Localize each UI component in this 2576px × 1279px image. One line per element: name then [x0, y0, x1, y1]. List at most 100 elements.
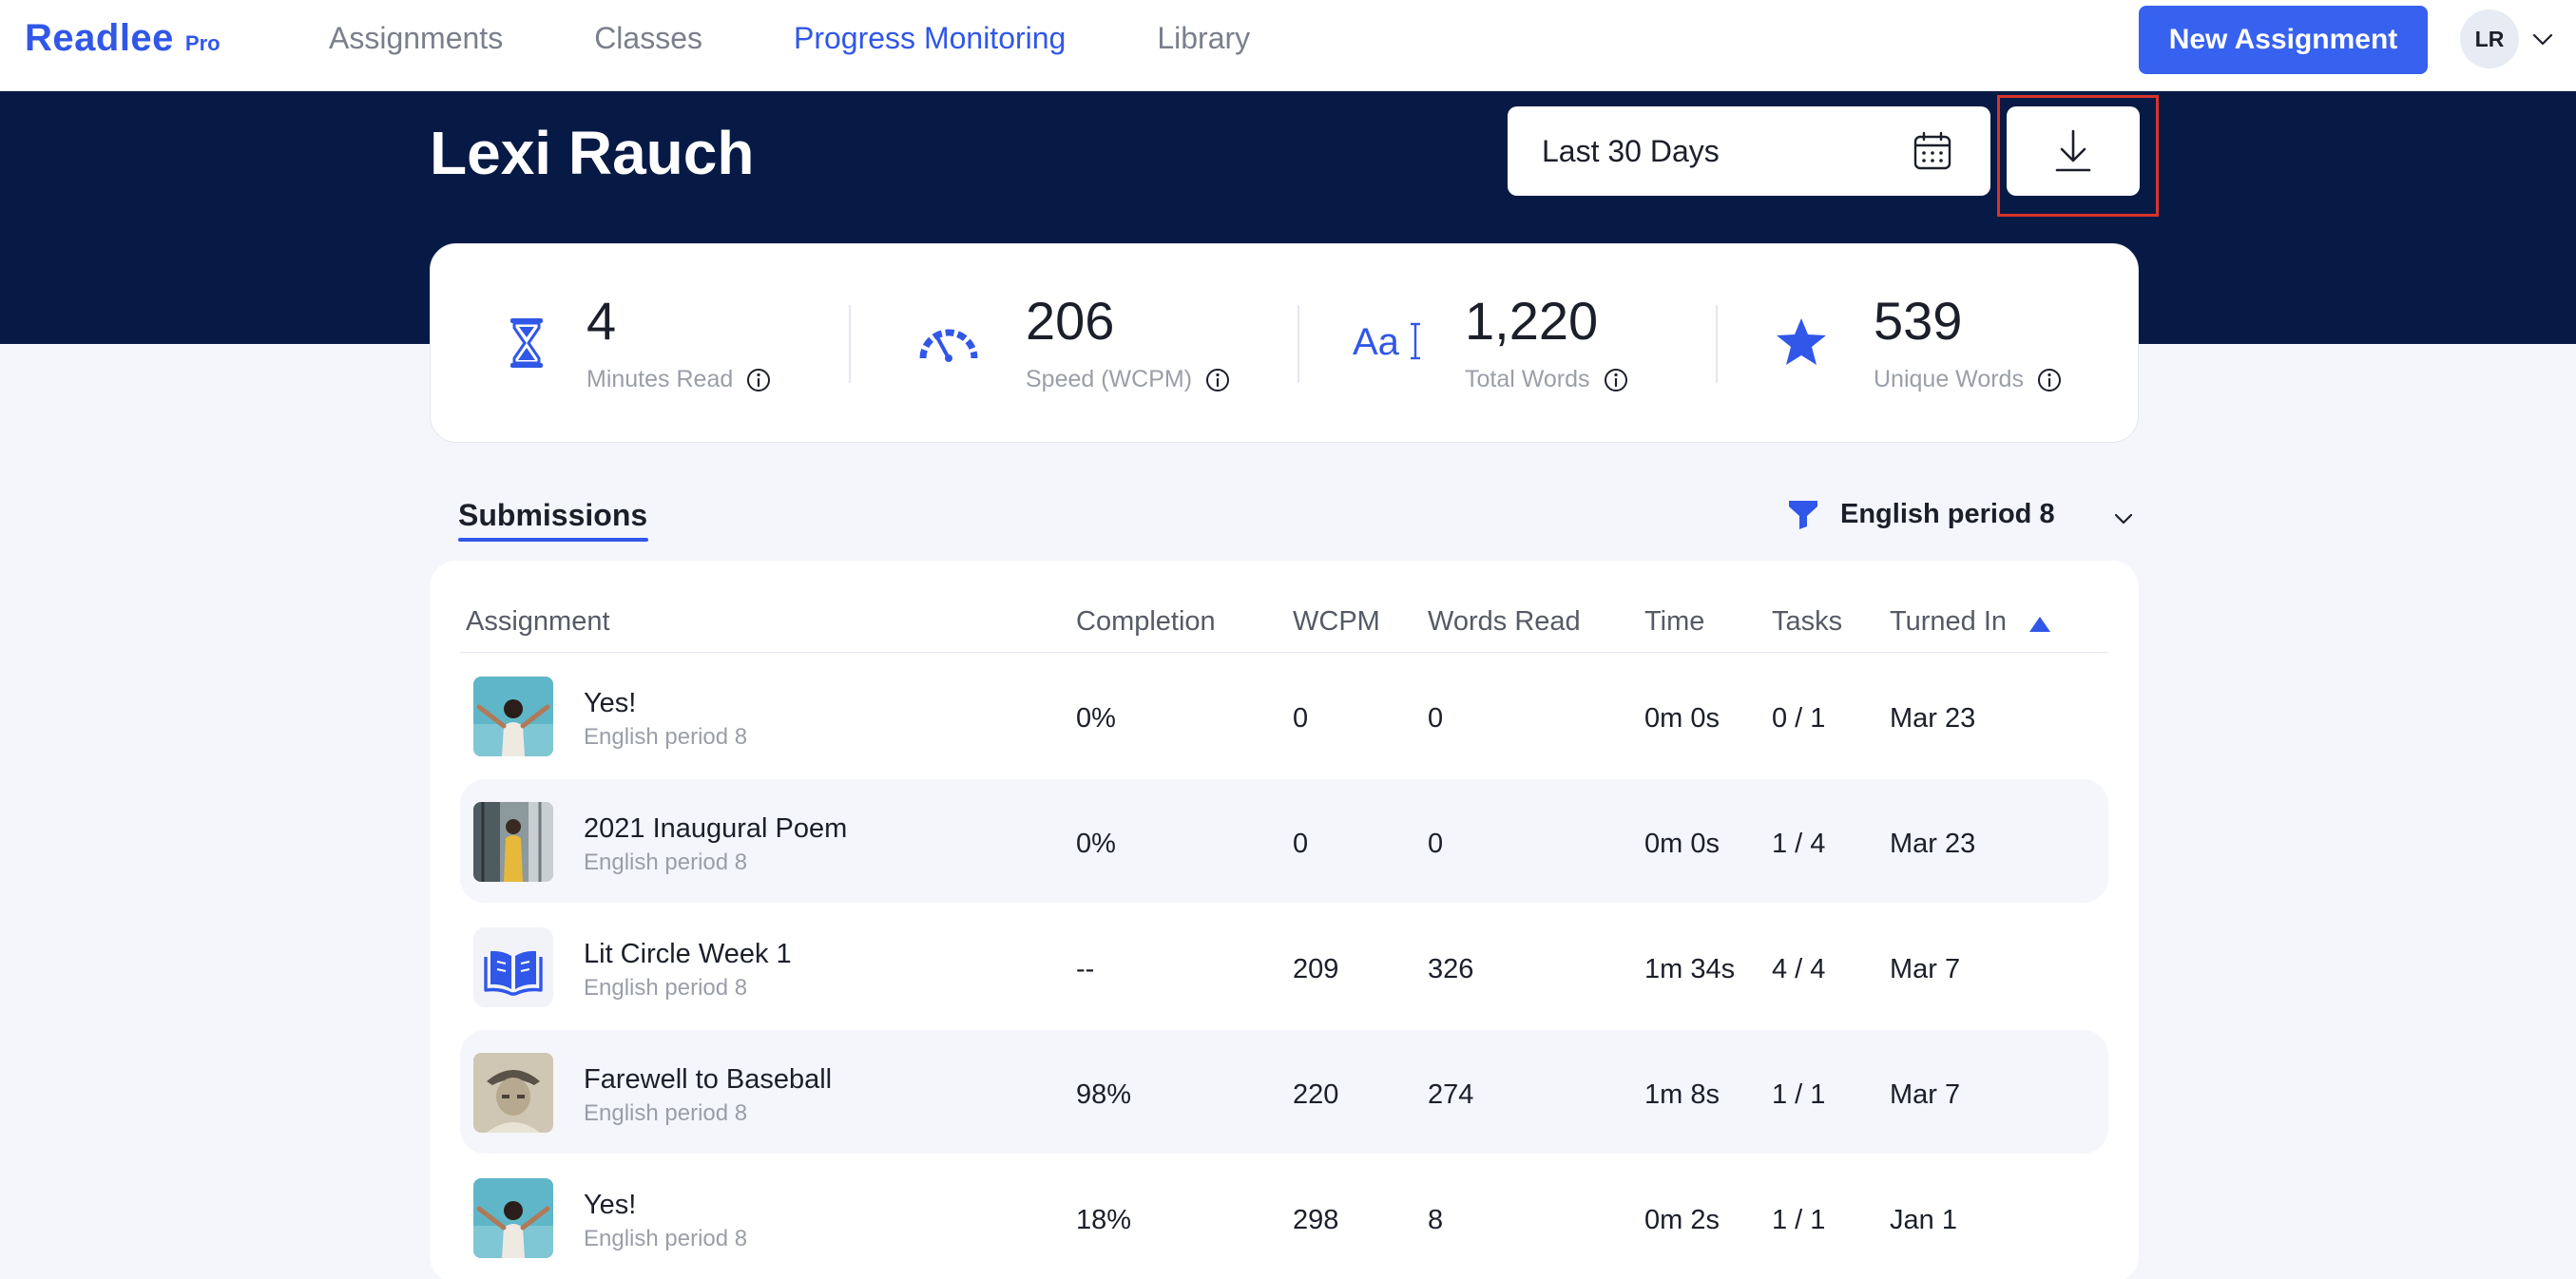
tasks-cell: 0 / 1 — [1772, 703, 1826, 734]
main-nav: Assignments Classes Progress Monitoring … — [329, 21, 1341, 56]
date-range-picker[interactable]: Last 30 Days — [1508, 106, 1990, 196]
stat-minutes-read: 4 Minutes Read — [431, 244, 849, 444]
class-filter-dropdown[interactable]: English period 8 — [1787, 498, 2055, 530]
assignment-title: Yes! — [584, 688, 637, 718]
turned-in-cell: Mar 7 — [1890, 954, 1961, 984]
tab-submissions[interactable]: Submissions — [458, 498, 648, 532]
stats-card: 4 Minutes Read 206 Speed (WCPM) Aa 1,220 — [430, 243, 2139, 443]
wcpm-cell: 0 — [1293, 703, 1309, 734]
table-row[interactable]: Lit Circle Week 1 English period 8 -- 20… — [460, 905, 2108, 1028]
nav-assignments[interactable]: Assignments — [329, 21, 504, 55]
stat-divider — [1298, 305, 1299, 383]
column-header-turned-in[interactable]: Turned In — [1890, 606, 2008, 637]
chevron-down-icon[interactable] — [2528, 25, 2557, 53]
stat-divider — [849, 305, 851, 383]
assignment-thumbnail — [473, 1178, 553, 1258]
calendar-icon — [1913, 131, 1951, 170]
info-icon[interactable] — [746, 368, 771, 392]
stat-unique-words: 539 Unique Words — [1718, 244, 2140, 444]
info-icon[interactable] — [2037, 368, 2062, 392]
column-header-wcpm[interactable]: WCPM — [1293, 606, 1380, 637]
words-read-cell: 0 — [1428, 703, 1444, 734]
logo-pro-badge: Pro — [184, 31, 221, 55]
readlee-logo[interactable]: Readlee Pro — [25, 17, 221, 60]
speed-label: Speed (WCPM) — [1026, 366, 1230, 393]
speedometer-icon — [919, 329, 978, 362]
turned-in-cell: Mar 7 — [1890, 1079, 1961, 1110]
tasks-cell: 1 / 1 — [1772, 1205, 1826, 1235]
hourglass-icon — [510, 318, 543, 368]
minutes-read-value: 4 — [586, 291, 617, 351]
table-row[interactable]: Yes! English period 8 0% 0 0 0m 0s 0 / 1… — [460, 654, 2108, 777]
column-header-time[interactable]: Time — [1644, 606, 1705, 637]
time-cell: 0m 2s — [1644, 1205, 1720, 1235]
assignment-class: English period 8 — [584, 849, 748, 875]
assignment-class: English period 8 — [584, 1226, 748, 1251]
logo-text: Readlee — [25, 17, 174, 59]
column-header-assignment[interactable]: Assignment — [466, 606, 610, 637]
assignment-title: 2021 Inaugural Poem — [584, 813, 848, 844]
download-button[interactable] — [2007, 106, 2140, 196]
total-words-value: 1,220 — [1465, 291, 1599, 351]
completion-cell: 0% — [1076, 829, 1116, 859]
assignment-title: Farewell to Baseball — [584, 1064, 833, 1095]
table-row[interactable]: Farewell to Baseball English period 8 98… — [460, 1030, 2108, 1154]
assignment-thumbnail — [473, 677, 553, 756]
time-cell: 0m 0s — [1644, 829, 1720, 859]
sort-ascending-icon[interactable] — [2028, 616, 2051, 633]
assignment-class: English period 8 — [584, 1100, 748, 1126]
assignment-title: Lit Circle Week 1 — [584, 939, 792, 969]
tasks-cell: 1 / 1 — [1772, 1079, 1826, 1110]
total-words-label-text: Total Words — [1465, 366, 1590, 392]
turned-in-cell: Mar 23 — [1890, 829, 1976, 859]
column-header-completion[interactable]: Completion — [1076, 606, 1216, 637]
nav-classes[interactable]: Classes — [594, 21, 702, 55]
chevron-down-icon[interactable] — [2110, 506, 2137, 532]
completion-cell: 98% — [1076, 1079, 1132, 1110]
stat-divider — [1716, 305, 1718, 383]
stat-total-words: Aa 1,220 Total Words — [1299, 244, 1716, 444]
assignment-thumbnail — [473, 1053, 553, 1133]
unique-words-value: 539 — [1874, 291, 1963, 351]
speed-label-text: Speed (WCPM) — [1026, 366, 1193, 392]
total-words-label: Total Words — [1465, 366, 1628, 393]
submissions-table — [430, 561, 2139, 1279]
stat-speed: 206 Speed (WCPM) — [851, 244, 1298, 444]
time-cell: 1m 34s — [1644, 954, 1736, 984]
wcpm-cell: 0 — [1293, 829, 1309, 859]
assignment-thumbnail — [473, 802, 553, 882]
tasks-cell: 4 / 4 — [1772, 954, 1826, 984]
student-name: Lexi Rauch — [430, 119, 755, 187]
nav-library[interactable]: Library — [1157, 21, 1251, 55]
words-read-cell: 326 — [1428, 954, 1474, 984]
info-icon[interactable] — [1604, 368, 1628, 392]
avatar[interactable]: LR — [2460, 10, 2519, 68]
tasks-cell: 1 / 4 — [1772, 829, 1826, 859]
unique-words-label: Unique Words — [1874, 366, 2062, 393]
completion-cell: -- — [1076, 954, 1095, 984]
words-read-cell: 8 — [1428, 1205, 1444, 1235]
minutes-read-label: Minutes Read — [586, 366, 771, 393]
svg-text:Aa: Aa — [1353, 321, 1400, 362]
minutes-read-label-text: Minutes Read — [586, 366, 734, 392]
assignment-class: English period 8 — [584, 975, 748, 1001]
words-read-cell: 0 — [1428, 829, 1444, 859]
wcpm-cell: 298 — [1293, 1205, 1339, 1235]
unique-words-label-text: Unique Words — [1874, 366, 2024, 392]
top-navigation-bar: Readlee Pro Assignments Classes Progress… — [0, 0, 2576, 91]
table-row[interactable]: Yes! English period 8 18% 298 8 0m 2s 1 … — [460, 1155, 2108, 1279]
turned-in-cell: Mar 23 — [1890, 703, 1976, 734]
time-cell: 1m 8s — [1644, 1079, 1720, 1110]
new-assignment-button[interactable]: New Assignment — [2139, 6, 2428, 74]
filter-icon — [1789, 501, 1817, 529]
info-icon[interactable] — [1205, 368, 1230, 392]
turned-in-cell: Jan 1 — [1890, 1205, 1957, 1235]
wcpm-cell: 220 — [1293, 1079, 1339, 1110]
tab-active-underline — [458, 538, 648, 542]
nav-progress-monitoring[interactable]: Progress Monitoring — [794, 21, 1067, 55]
table-row[interactable]: 2021 Inaugural Poem English period 8 0% … — [460, 779, 2108, 903]
column-header-words-read[interactable]: Words Read — [1428, 606, 1581, 637]
book-icon — [484, 950, 543, 996]
column-header-tasks[interactable]: Tasks — [1772, 606, 1843, 637]
words-read-cell: 274 — [1428, 1079, 1474, 1110]
